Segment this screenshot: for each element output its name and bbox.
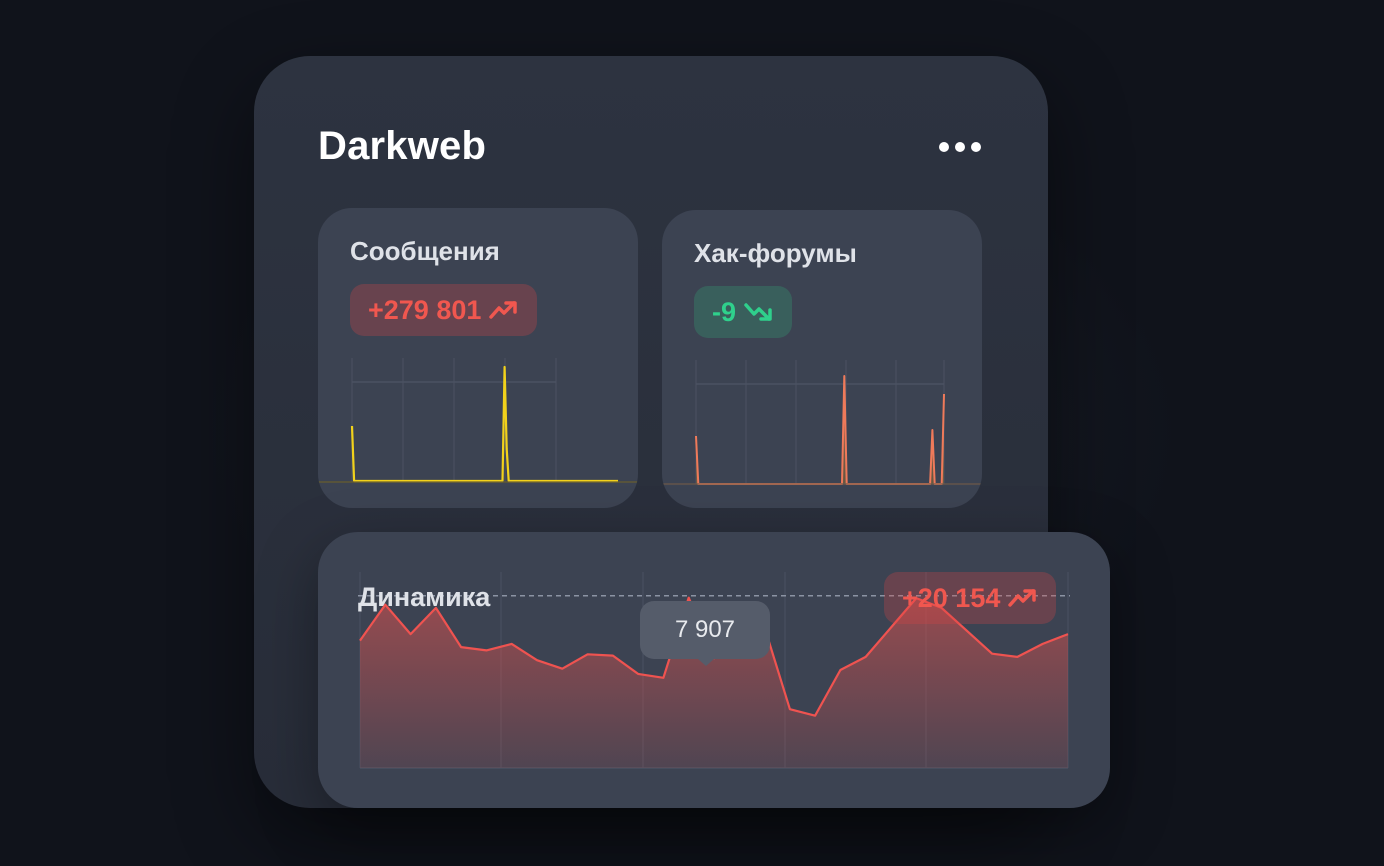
hack-forums-series-area: [696, 376, 944, 484]
hack-forums-chart: [662, 360, 982, 485]
more-options-button[interactable]: [930, 130, 990, 164]
dynamics-series-area: [360, 597, 1068, 768]
trend-down-icon: [744, 303, 772, 321]
messages-series-line: [350, 365, 618, 483]
messages-delta-badge: +279 801: [350, 284, 538, 336]
darkweb-widget: Darkweb Сообщения +279 801: [254, 56, 1048, 808]
tooltip-pointer: [698, 659, 714, 666]
messages-delta-value: +279 801: [368, 294, 482, 325]
more-dots-icon: [939, 142, 981, 152]
dynamics-card[interactable]: Динамика +20 154 7 907: [318, 532, 1110, 808]
chart-tooltip: 7 907: [640, 601, 770, 659]
hack-forums-delta-badge: -9: [694, 286, 793, 338]
messages-chart-grid: [351, 358, 557, 482]
messages-card-title: Сообщения: [350, 236, 500, 266]
trend-up-icon: [1008, 589, 1037, 607]
dynamics-chart: [358, 572, 1070, 769]
messages-card[interactable]: Сообщения +279 801: [318, 208, 638, 508]
hack-forums-series-line: [695, 375, 945, 485]
hack-forums-chart-grid: [695, 360, 945, 484]
hack-forums-delta-value: -9: [712, 296, 737, 327]
hack-forums-card[interactable]: Хак-форумы -9: [662, 210, 982, 508]
widget-title: Darkweb: [318, 124, 487, 168]
dynamics-delta-value: +20 154: [902, 582, 1001, 613]
messages-chart: [318, 358, 638, 483]
trend-up-icon: [489, 301, 518, 319]
dynamics-title: Динамика: [358, 582, 491, 612]
dynamics-delta-badge: +20 154: [884, 572, 1057, 624]
hack-forums-card-title: Хак-форумы: [694, 238, 857, 268]
